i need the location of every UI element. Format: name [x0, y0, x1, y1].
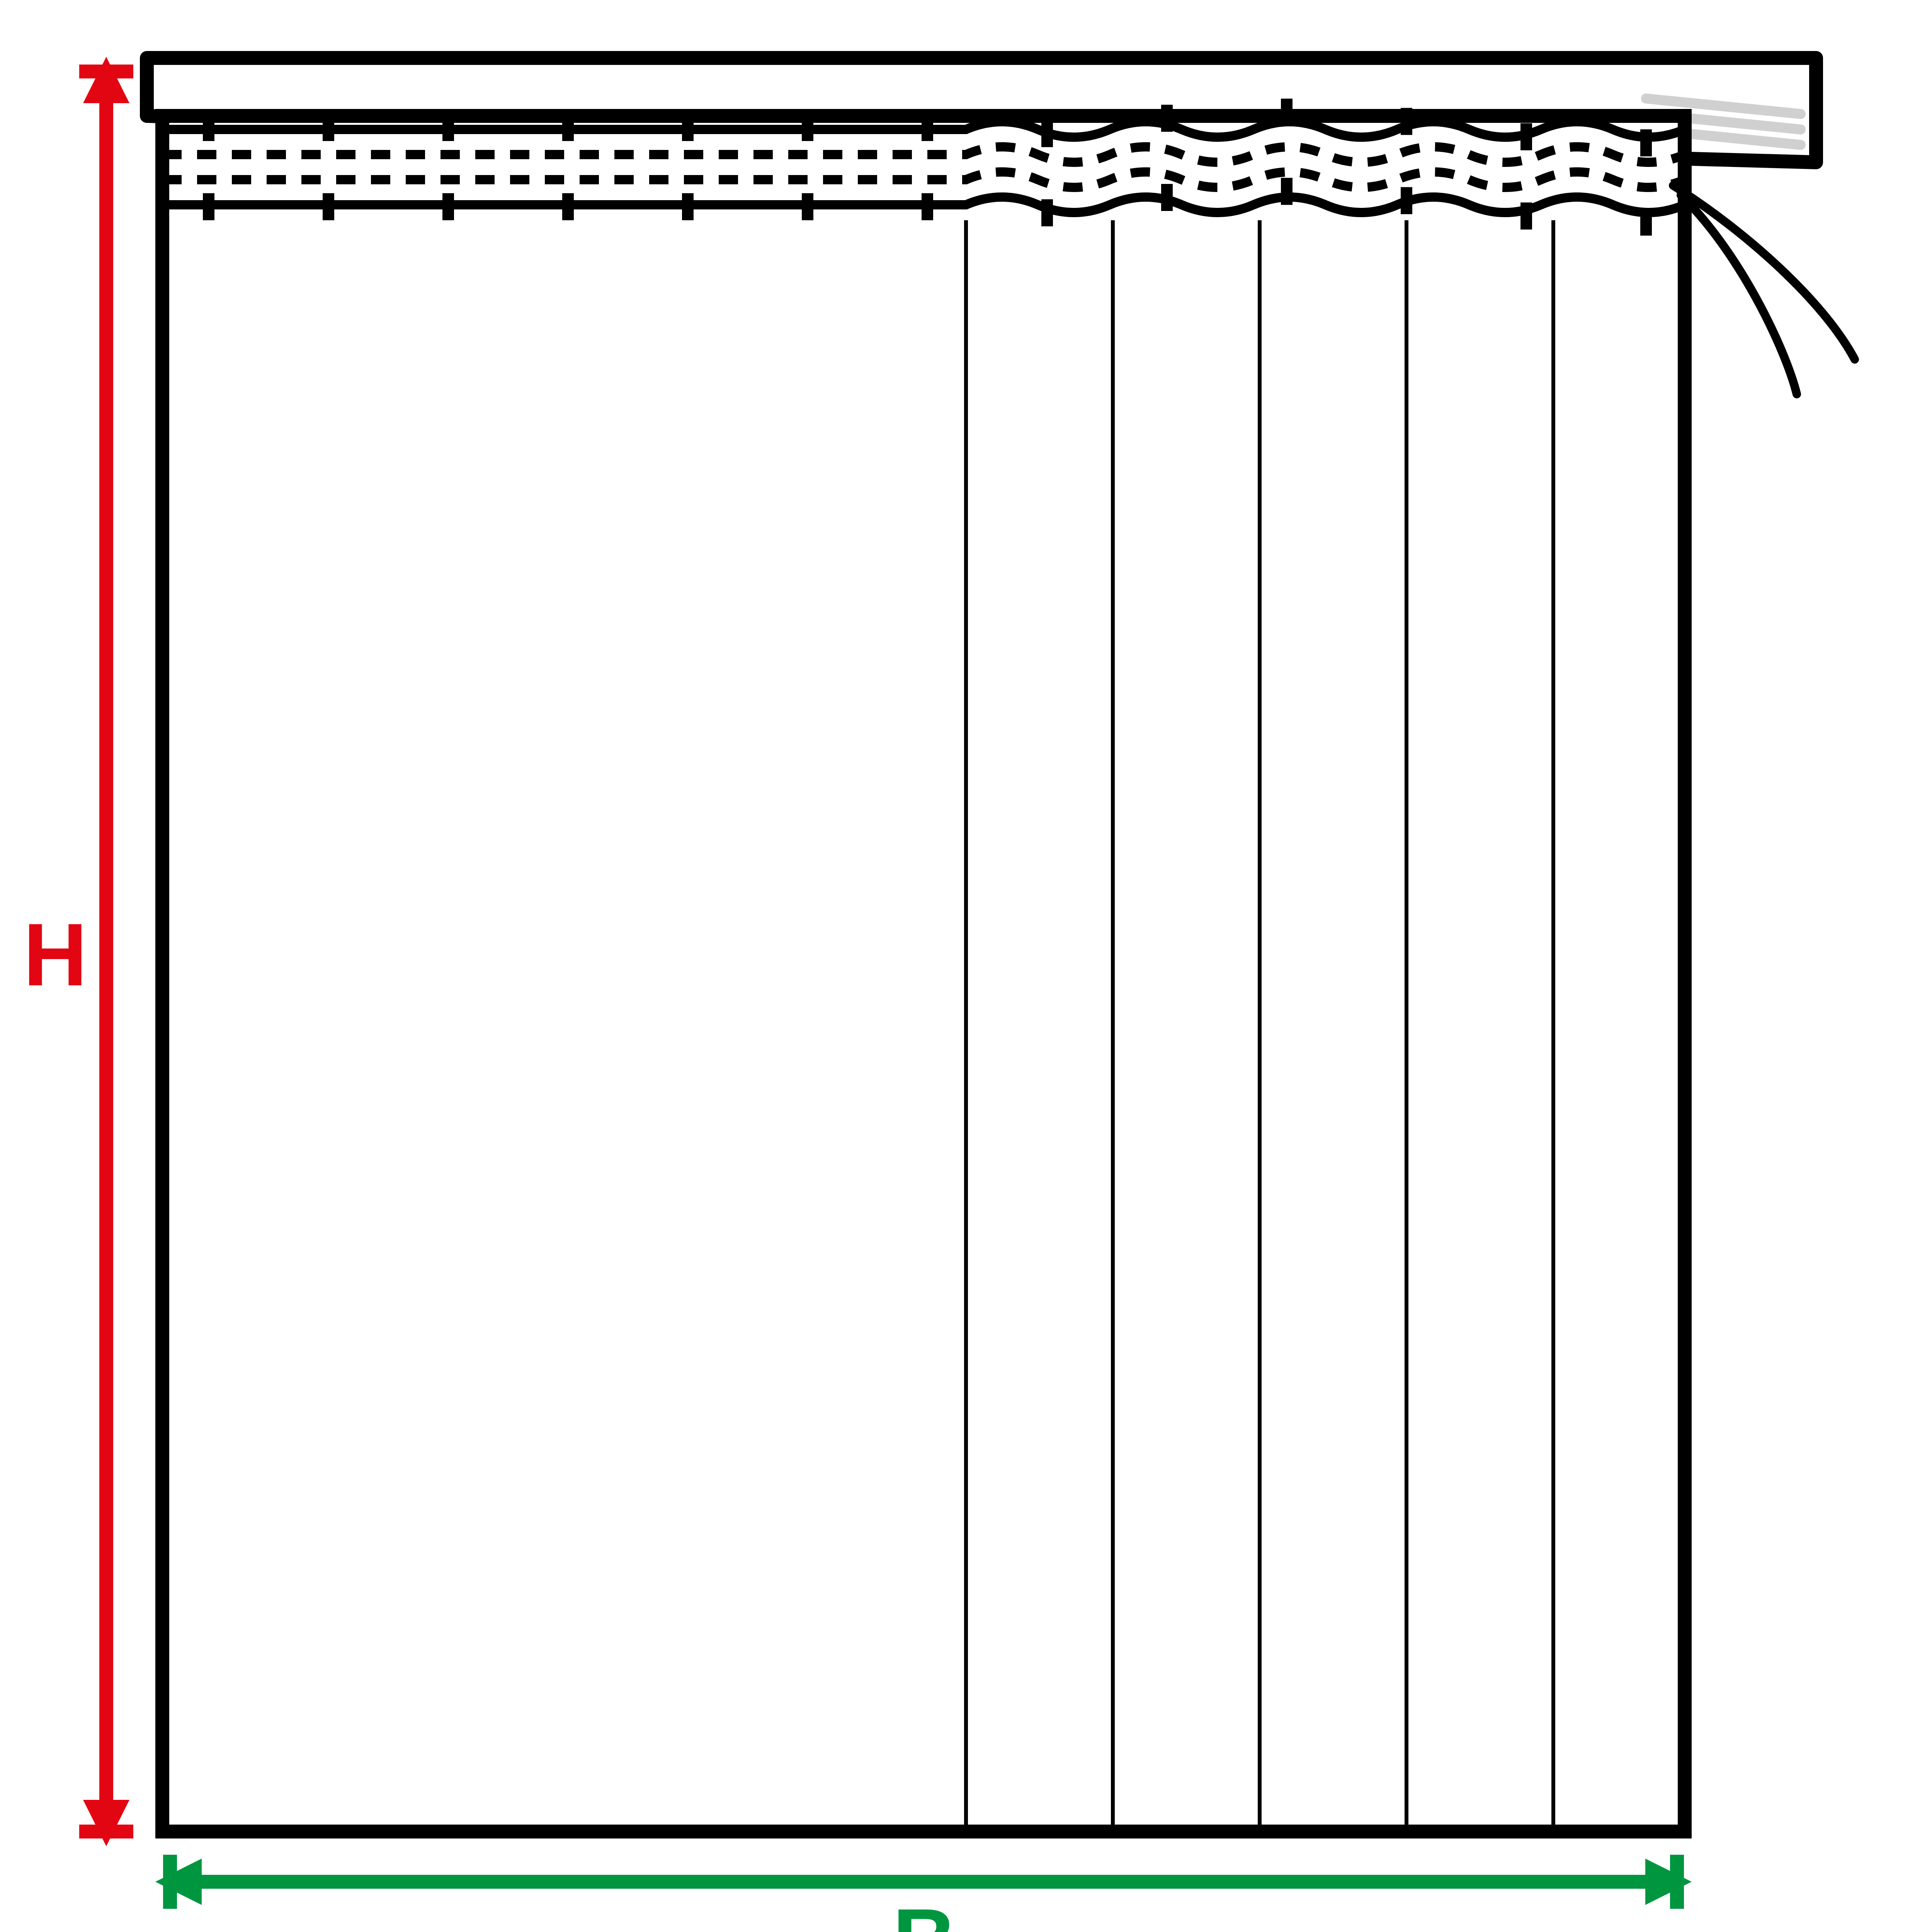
curtain-diagram: HB [0, 0, 1932, 1932]
dim-b-label: B [893, 1890, 957, 1932]
dim-h-label: H [23, 905, 87, 1004]
curtain-outline [162, 116, 1685, 1832]
pull-cord [1681, 195, 1797, 394]
